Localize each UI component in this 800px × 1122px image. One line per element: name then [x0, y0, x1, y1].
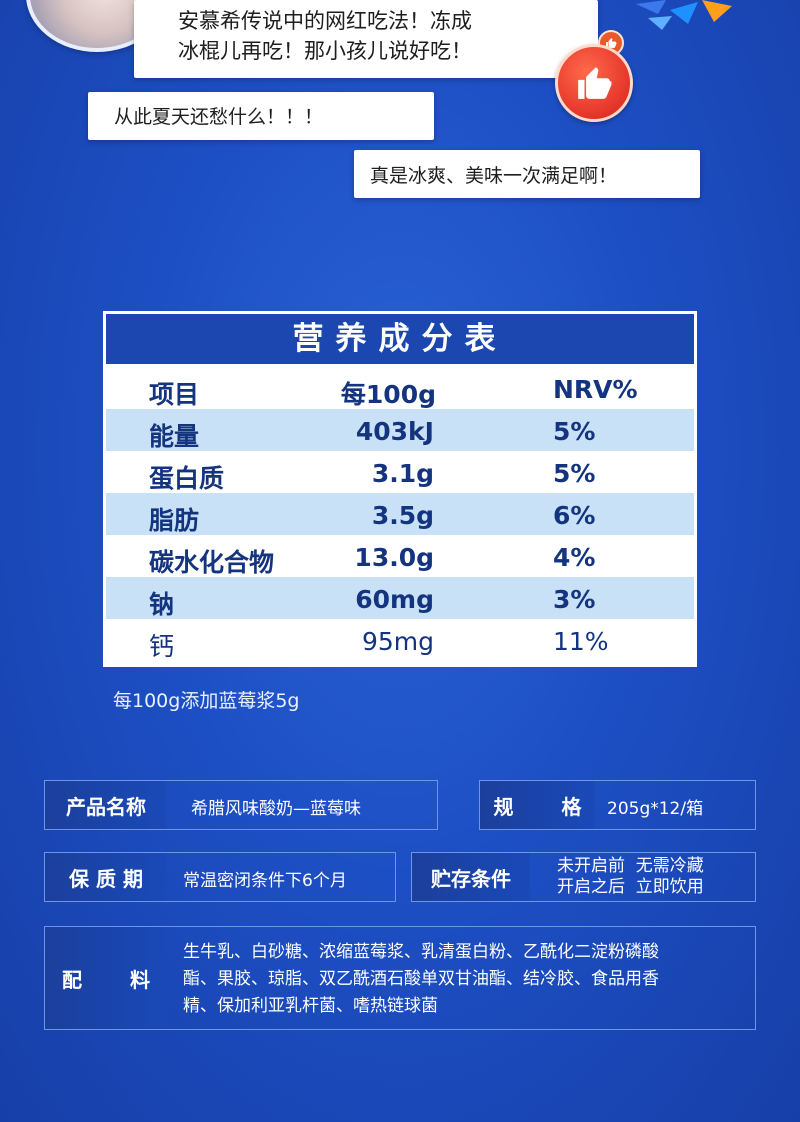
row-per-100g: 13.0g — [354, 543, 434, 572]
thumbs-up-icon — [555, 44, 633, 122]
ingredients-label-char-1: 配 — [62, 967, 82, 992]
ingredients-line-3: 精、保加利亚乳杆菌、嗜热链球菌 — [183, 996, 438, 1016]
row-nrv: 5% — [553, 417, 596, 446]
ingredients-line-2: 酯、果胶、琼脂、双乙酰酒石酸单双甘油酯、结冷胶、食品用香 — [183, 969, 659, 989]
storage-box: 贮存条件 未开启前 无需冷藏 开启之后 立即饮用 — [411, 852, 756, 902]
sparkle-decoration — [636, 0, 732, 30]
nutrition-row-calcium: 钙 95mg 11% — [106, 619, 694, 661]
row-item: 能量 — [149, 422, 200, 451]
comment-bubble-3: 真是冰爽、美味一次满足啊！ — [354, 150, 700, 198]
row-nrv: 5% — [553, 459, 596, 488]
row-item: 蛋白质 — [149, 464, 225, 493]
nutrition-row-sodium: 钠 60mg 3% — [106, 577, 694, 619]
shelf-life-label: 保 质 期 — [45, 853, 167, 901]
ingredients-label-char-2: 料 — [130, 967, 150, 992]
product-name-label: 产品名称 — [45, 781, 167, 829]
comment-main-line2: 冰棍儿再吃！那小孩儿说好吃！ — [178, 39, 472, 63]
row-item: 碳水化合物 — [149, 548, 275, 577]
spec-label-char-1: 规 — [493, 794, 514, 819]
row-per-100g: 95mg — [361, 627, 434, 656]
comment-3-text: 真是冰爽、美味一次满足啊！ — [370, 165, 618, 187]
comment-main-line1: 安慕希传说中的网红吃法！冻成 — [178, 9, 472, 33]
shelf-life-box: 保 质 期 常温密闭条件下6个月 — [44, 852, 396, 902]
nutrition-row-fat: 脂肪 3.5g 6% — [106, 493, 694, 535]
storage-line-1: 未开启前 无需冷藏 — [557, 856, 704, 876]
comment-bubble-2: 从此夏天还愁什么！！！ — [88, 92, 434, 140]
row-per-100g: 3.5g — [371, 501, 434, 530]
nutrition-row-protein: 蛋白质 3.1g 5% — [106, 451, 694, 493]
row-nrv: 11% — [553, 627, 609, 656]
nutrition-table-title: 营养成分表 — [106, 314, 694, 367]
header-per-100g: 每100g — [340, 380, 436, 409]
storage-line-2: 开启之后 立即饮用 — [557, 877, 704, 897]
nutrition-table: 营养成分表 项目 每100g NRV% 能量 403kJ 5% 蛋白质 3.1g… — [103, 311, 697, 667]
header-nrv: NRV% — [553, 375, 638, 404]
storage-label: 贮存条件 — [412, 853, 530, 901]
row-per-100g: 60mg — [355, 585, 434, 614]
row-item: 钠 — [149, 590, 175, 619]
row-per-100g: 403kJ — [355, 417, 434, 446]
nutrition-header-row: 项目 每100g NRV% — [106, 367, 694, 409]
spec-box: 规 格 205g*12/箱 — [479, 780, 756, 830]
storage-value: 未开启前 无需冷藏 开启之后 立即饮用 — [557, 856, 704, 898]
row-item: 脂肪 — [149, 506, 200, 535]
ingredients-label: 配 料 — [45, 927, 167, 1029]
ingredients-value: 生牛乳、白砂糖、浓缩蓝莓浆、乳清蛋白粉、乙酰化二淀粉磷酸 酯、果胶、琼脂、双乙酰… — [183, 939, 749, 1020]
row-nrv: 4% — [553, 543, 596, 572]
comment-bubble-main: 安慕希传说中的网红吃法！冻成 冰棍儿再吃！那小孩儿说好吃！ — [134, 0, 598, 78]
ingredients-line-1: 生牛乳、白砂糖、浓缩蓝莓浆、乳清蛋白粉、乙酰化二淀粉磷酸 — [183, 942, 659, 962]
row-item: 钙 — [149, 632, 175, 661]
nutrition-note: 每100g添加蓝莓浆5g — [113, 690, 300, 712]
spec-value: 205g*12/箱 — [607, 799, 704, 819]
shelf-life-value: 常温密闭条件下6个月 — [183, 871, 347, 891]
product-name-box: 产品名称 希腊风味酸奶—蓝莓味 — [44, 780, 438, 830]
nutrition-row-carbohydrate: 碳水化合物 13.0g 4% — [106, 535, 694, 577]
ingredients-box: 配 料 生牛乳、白砂糖、浓缩蓝莓浆、乳清蛋白粉、乙酰化二淀粉磷酸 酯、果胶、琼脂… — [44, 926, 756, 1030]
nutrition-row-energy: 能量 403kJ 5% — [106, 409, 694, 451]
product-name-value: 希腊风味酸奶—蓝莓味 — [191, 799, 361, 819]
row-per-100g: 3.1g — [371, 459, 434, 488]
comment-2-text: 从此夏天还愁什么！！！ — [114, 106, 324, 128]
row-nrv: 6% — [553, 501, 596, 530]
row-nrv: 3% — [553, 585, 596, 614]
spec-label-char-2: 格 — [561, 794, 582, 819]
header-item: 项目 — [149, 380, 200, 409]
spec-label: 规 格 — [480, 781, 595, 829]
